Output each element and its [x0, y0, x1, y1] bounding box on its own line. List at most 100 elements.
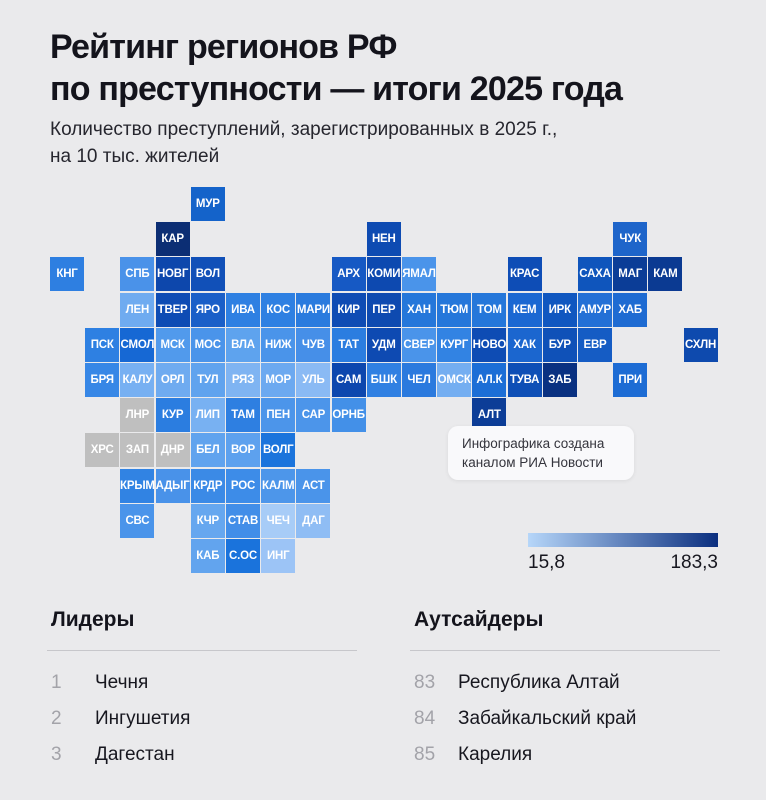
- region-tile: НИЖ: [261, 327, 296, 362]
- rank-number: 2: [51, 708, 62, 729]
- region-tile: ОМСК: [437, 363, 472, 397]
- region-tile: ТЮМ: [437, 292, 472, 327]
- rank-list-item: 3 Дагестан: [47, 737, 357, 773]
- outsiders-divider: [410, 650, 720, 651]
- rank-list-item: 83 Республика Алтай: [410, 665, 720, 701]
- region-tile: ЛЕН: [120, 292, 155, 327]
- region-tile: КУРГ: [437, 327, 472, 362]
- region-tile: КРАС: [507, 257, 542, 292]
- region-tile: КАР: [155, 222, 190, 257]
- region-tile: СВЕР: [402, 327, 436, 362]
- region-tile: СХЛН: [683, 327, 718, 362]
- leaders-title: Лидеры: [51, 608, 135, 631]
- region-tile: ДНР: [155, 433, 190, 468]
- region-tile: СМОЛ: [120, 327, 154, 362]
- legend-min-label: 15,8: [528, 552, 565, 573]
- region-tile: БЕЛ: [190, 433, 225, 468]
- region-tile: ЯМАЛ: [402, 257, 436, 292]
- outsiders-section: Аутсайдеры 83 Республика Алтай 84 Забайкаль…: [410, 608, 720, 773]
- region-tile: ТВЕР: [155, 292, 190, 327]
- region-tile: ЧУВ: [296, 327, 331, 362]
- region-tile: ОРНБ: [331, 398, 366, 433]
- region-tile: КАЛУ: [120, 363, 155, 397]
- region-name: Чечня: [95, 672, 149, 693]
- region-tile: ИНГ: [261, 539, 296, 573]
- region-tile: САМ: [331, 363, 366, 397]
- region-tile: КНГ: [50, 257, 84, 292]
- region-tile: УДМ: [366, 327, 401, 362]
- region-tile: ВОЛ: [190, 257, 225, 292]
- region-tile: ИВА: [226, 292, 260, 327]
- region-name: Ингушетия: [95, 708, 191, 729]
- rank-number: 83: [414, 672, 436, 693]
- region-tile: ЧЕЛ: [402, 363, 436, 397]
- region-tile: ТУЛ: [190, 363, 225, 397]
- credit-line1: Инфографика создана: [462, 436, 605, 451]
- region-tile: ХРС: [85, 433, 120, 468]
- region-tile: НЕН: [366, 222, 401, 257]
- region-tile: САР: [296, 398, 331, 433]
- page-subtitle-line1: Количество преступлений, зарегистрирован…: [50, 119, 558, 140]
- region-name: Республика Алтай: [458, 672, 620, 693]
- region-tile: ХАН: [402, 292, 436, 327]
- region-tile: АСТ: [296, 468, 331, 503]
- region-tile: БШК: [366, 363, 401, 397]
- rank-list-item: 85 Карелия: [410, 737, 720, 773]
- region-tile: НОВГ: [155, 257, 190, 292]
- region-tile: ТАМ: [226, 398, 260, 433]
- region-tile: ОРЛ: [155, 363, 190, 397]
- region-tile: КРДР: [190, 468, 225, 503]
- region-tile: БРЯ: [85, 363, 120, 397]
- region-tile: ЕВР: [578, 327, 612, 362]
- region-tile: КОС: [261, 292, 296, 327]
- region-tile: КАЛМ: [261, 468, 296, 503]
- region-tile: ВОЛГ: [261, 433, 296, 468]
- region-tile: ЛИП: [190, 398, 225, 433]
- region-tile: УЛЬ: [296, 363, 331, 397]
- page-title-line1: Рейтинг регионов РФ: [50, 28, 397, 66]
- region-tile: ПЕР: [366, 292, 401, 327]
- region-tile: СТАВ: [226, 503, 260, 538]
- region-tile: ХАК: [507, 327, 542, 362]
- region-tile: ЗАБ: [542, 363, 577, 397]
- region-tile: МСК: [155, 327, 190, 362]
- region-tile: КАМ: [648, 257, 683, 292]
- region-tile: ВОР: [226, 433, 260, 468]
- rank-number: 84: [414, 708, 436, 729]
- region-tile: АМУР: [578, 292, 612, 327]
- region-tile: КРЫМ: [120, 468, 155, 503]
- page-subtitle: Количество преступлений, зарегистрирован…: [50, 116, 690, 170]
- outsiders-title: Аутсайдеры: [414, 608, 544, 631]
- rank-number: 85: [414, 744, 436, 765]
- region-tile: МАРИ: [296, 292, 331, 327]
- region-tile: АДЫГ: [155, 468, 190, 503]
- region-tile: МОР: [261, 363, 296, 397]
- region-tile: КАБ: [190, 539, 225, 573]
- outsiders-list: 83 Республика Алтай 84 Забайкальский край 85…: [410, 665, 720, 773]
- region-tile: КЧР: [190, 503, 225, 538]
- region-tile: РЯЗ: [226, 363, 260, 397]
- tile-map: МУР КАР НЕН ЧУК КНГ СПБ НОВГ ВОЛ АРХ КОМИ ЯМАЛ КРАС…: [50, 187, 718, 573]
- region-tile: АРХ: [331, 257, 366, 292]
- region-tile: КИР: [331, 292, 366, 327]
- credit-line2: каналом РИА Новости: [462, 454, 603, 470]
- legend-gradient-bar: [528, 533, 718, 547]
- region-tile: ИРК: [542, 292, 577, 327]
- credit-card: Инфографика создана каналом РИА Новости: [448, 426, 634, 480]
- region-tile: ЗАП: [120, 433, 155, 468]
- region-tile: САХА: [578, 257, 612, 292]
- region-tile: КОМИ: [366, 257, 401, 292]
- page-subtitle-line2: на 10 тыс. жителей: [50, 146, 220, 167]
- rank-number: 1: [51, 672, 62, 693]
- region-tile: ПРИ: [613, 363, 648, 397]
- region-name: Дагестан: [95, 744, 175, 765]
- region-tile: РОС: [226, 468, 260, 503]
- page-title-line2: по преступности — итоги 2025 года: [50, 70, 623, 108]
- region-tile: КУР: [155, 398, 190, 433]
- region-tile: ЛНР: [120, 398, 155, 433]
- region-tile: ТАТ: [331, 327, 366, 362]
- region-tile: ЯРО: [190, 292, 225, 327]
- leaders-list: 1 Чечня 2 Ингушетия 3 Дагестан: [47, 665, 357, 773]
- region-name: Забайкальский край: [458, 708, 637, 729]
